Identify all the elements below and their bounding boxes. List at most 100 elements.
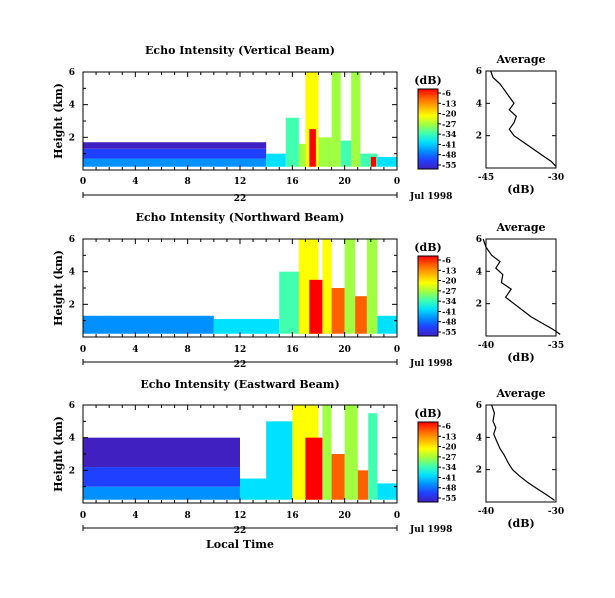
colorbar-label: -20 [442,442,457,452]
colorbar-label: -55 [442,493,456,503]
colorbar-label: -55 [442,160,456,170]
x-tick-label: 0 [394,345,400,355]
average-y-tick-label: 6 [476,235,482,245]
heatmap-cell [366,239,378,334]
average-y-tick-label: 4 [476,99,482,109]
heatmap-cell [309,279,323,334]
heatmap-cell [83,437,240,468]
heatmap-cell [83,148,267,159]
heatmap-cell [240,478,293,500]
colorbar-label: -13 [442,98,457,108]
heatmap-cell [285,117,299,167]
heatmap-cell [83,142,267,149]
average-y-tick-label: 6 [476,401,482,411]
heatmap-cell [213,319,280,334]
heatmap-cell [377,315,397,334]
x-tick-label: 20 [338,345,351,355]
colorbar-label: -13 [442,265,457,275]
colorbar-label: -48 [442,317,457,327]
average-y-tick-label: 2 [476,132,482,142]
heatmap-cell [305,437,323,500]
y-tick-label: 6 [69,68,75,78]
y-axis-label: Height (km) [52,250,65,326]
average-y-tick-label: 4 [476,433,482,443]
average-frame [485,404,557,503]
heatmap-cell [83,486,240,500]
x-tick-label: 16 [286,177,299,187]
x-tick-label: 0 [394,177,400,187]
heatmap-cell [357,470,369,500]
colorbar-label: -34 [442,462,457,472]
colorbar-label: -34 [442,296,457,306]
colorbar [417,421,439,503]
colorbar-unit: (dB) [414,74,441,87]
x-tick-label: 8 [185,177,191,187]
average-profile-line [491,404,555,501]
x-axis-label: Local Time [206,538,274,551]
heatmap-cell [344,405,358,500]
panel-title: Echo Intensity (Eastward Beam) [140,378,339,391]
panel-title: Echo Intensity (Northward Beam) [136,211,345,224]
average-frame [485,238,557,337]
date-label: Jul 1998 [409,192,452,202]
average-x-tick-label: -40 [478,507,494,517]
heatmap-cell [83,315,214,334]
y-axis-label: Height (km) [52,416,65,492]
colorbar-label: -20 [442,276,457,286]
x-tick-label: 20 [338,177,351,187]
colorbar-unit: (dB) [414,241,441,254]
x-tick-label: 4 [132,345,138,355]
y-tick-label: 2 [69,300,75,310]
heatmap-cell [331,454,345,500]
average-profile-line [482,238,561,335]
colorbar-label: -55 [442,327,456,337]
colorbar-label: -13 [442,431,457,441]
heatmap-cell [351,72,361,167]
colorbar-label: -41 [442,306,456,316]
x-tick-label: 0 [80,345,86,355]
heatmap-cell [370,156,377,167]
heatmap-cell [266,153,286,167]
x-tick-label: 16 [286,345,299,355]
y-tick-label: 4 [69,268,75,278]
x-tick-label: 12 [234,177,247,187]
colorbar-label: -6 [442,255,451,265]
y-tick-label: 6 [69,235,75,245]
average-x-tick-label: -35 [548,341,564,351]
y-tick-label: 4 [69,101,75,111]
y-tick-label: 2 [69,133,75,143]
date-day-label: 22 [234,194,247,204]
x-tick-label: 4 [132,177,138,187]
x-tick-label: 8 [185,511,191,521]
heatmap-cell [309,129,316,167]
average-y-tick-label: 4 [476,267,482,277]
colorbar-label: -48 [442,483,457,493]
x-tick-label: 0 [80,177,86,187]
average-x-tick-label: -40 [478,341,494,351]
x-tick-label: 4 [132,511,138,521]
date-day-label: 22 [234,526,247,536]
x-tick-label: 0 [80,511,86,521]
x-tick-label: 16 [286,511,299,521]
heatmap-cell [83,467,240,487]
panel-title: Echo Intensity (Vertical Beam) [145,44,335,57]
heatmap-cell [344,239,356,334]
average-x-tick-label: -30 [548,173,564,183]
x-tick-label: 20 [338,511,351,521]
colorbar-label: -6 [442,421,451,431]
date-day-label: 22 [234,360,247,370]
colorbar [417,255,439,337]
heatmap-cell [340,140,352,167]
average-frame [485,70,557,169]
heatmap-cell [322,405,332,500]
colorbar-label: -27 [442,286,456,296]
y-tick-label: 6 [69,401,75,411]
y-tick-label: 2 [69,466,75,476]
x-tick-label: 12 [234,345,247,355]
colorbar-label: -27 [442,119,456,129]
x-tick-label: 0 [394,511,400,521]
colorbar-label: -48 [442,150,457,160]
x-tick-label: 12 [234,511,247,521]
average-profile-line [490,70,557,167]
